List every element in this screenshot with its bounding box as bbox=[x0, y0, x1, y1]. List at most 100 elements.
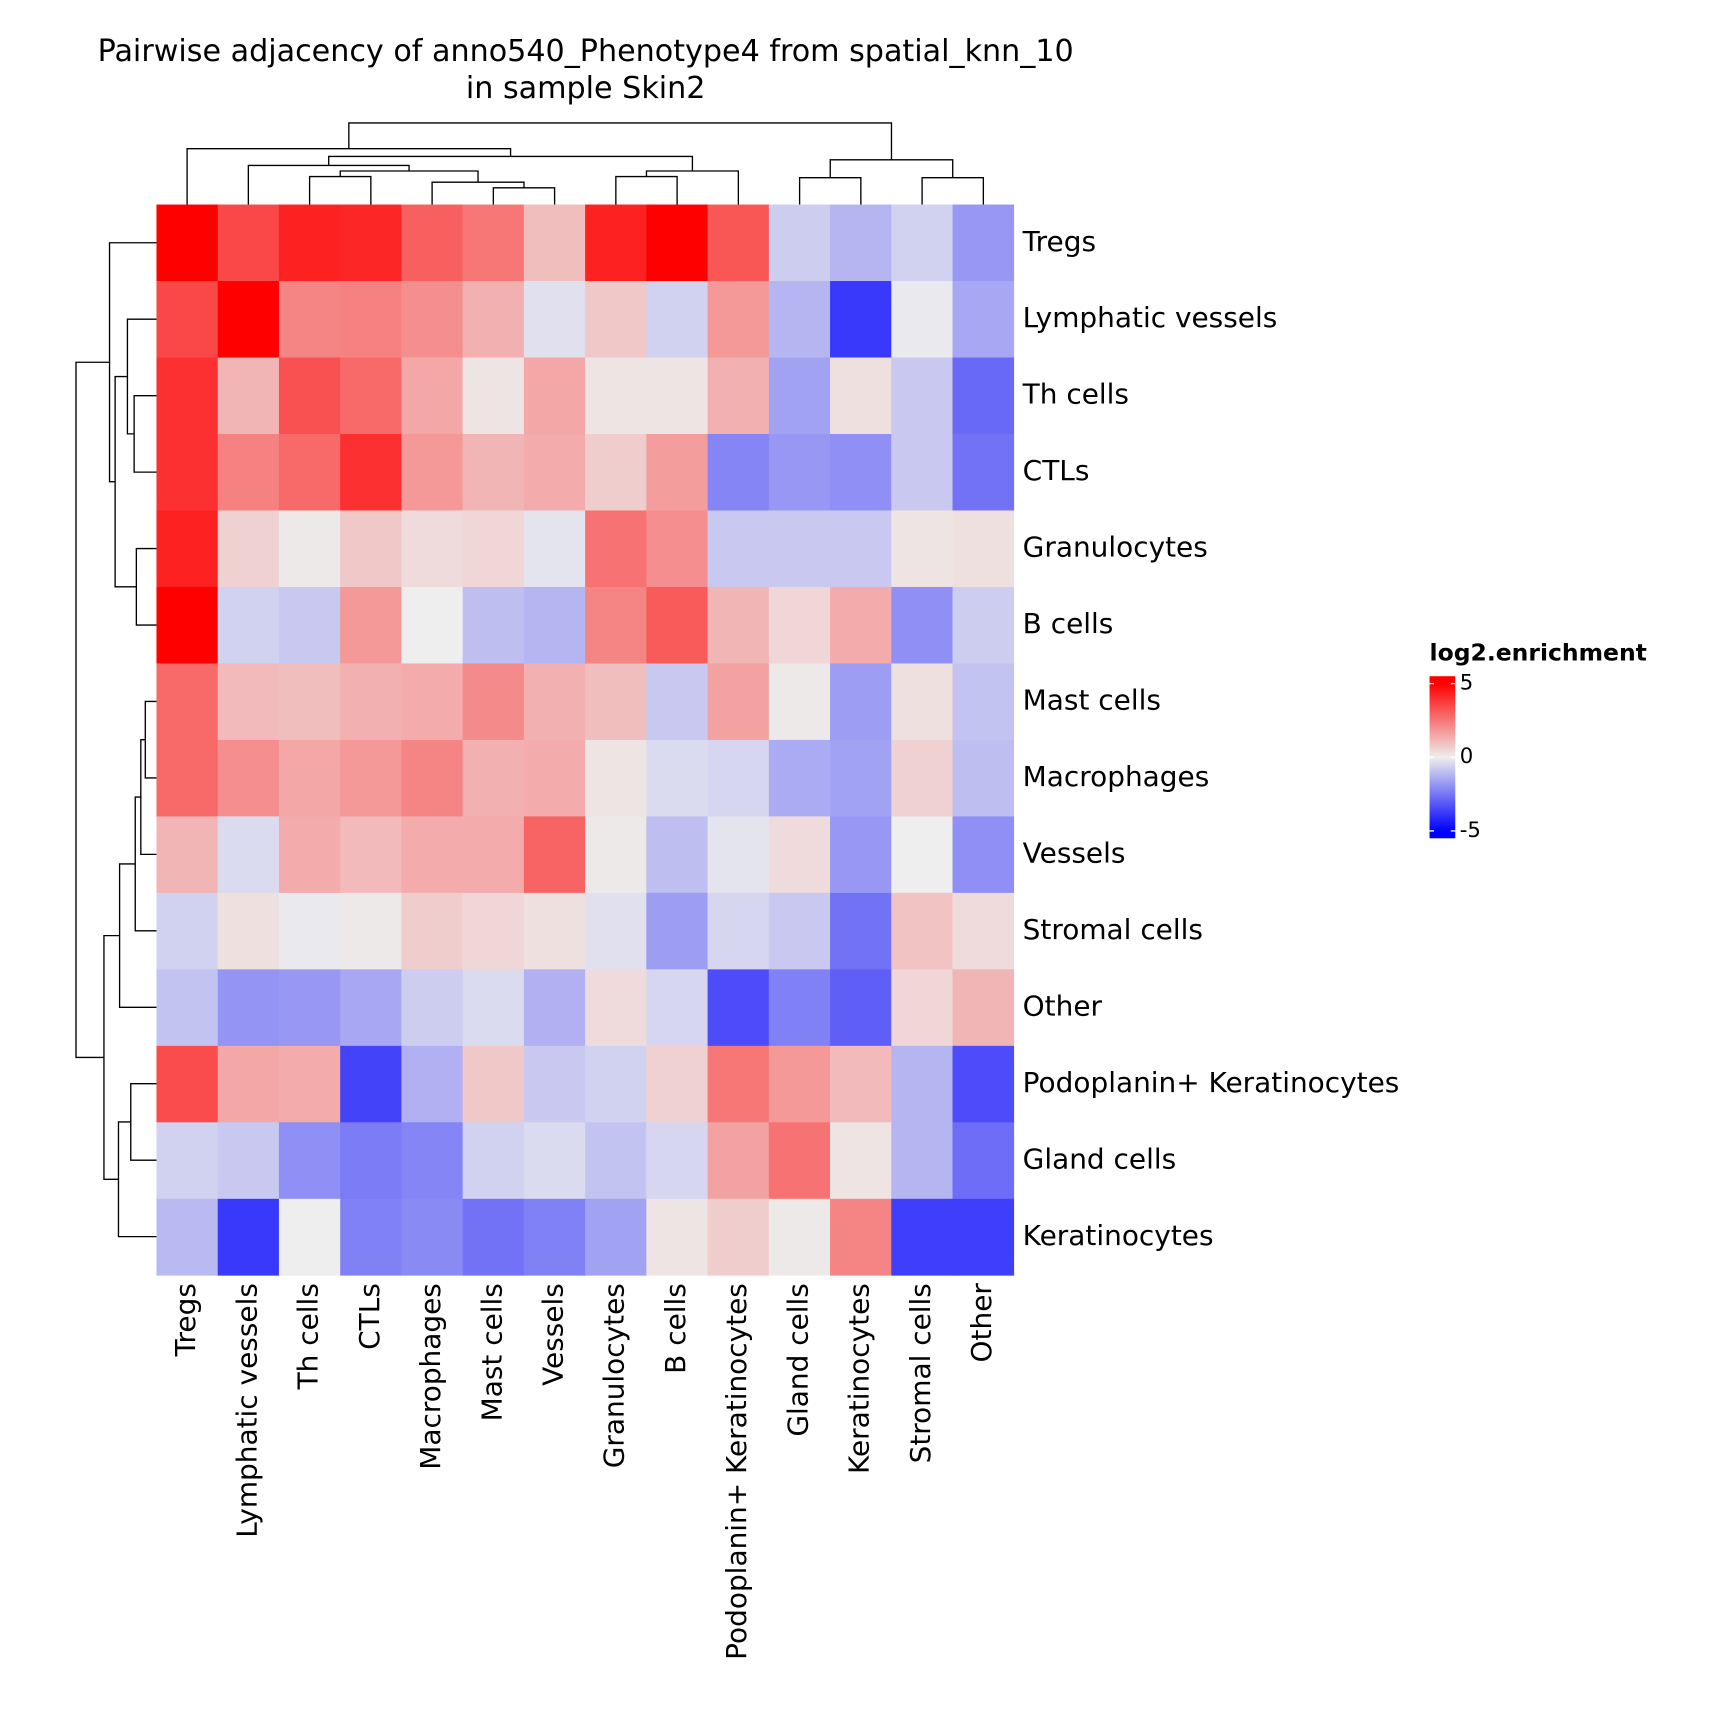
heatmap-cell bbox=[401, 510, 463, 588]
heatmap-cell bbox=[462, 510, 525, 588]
heatmap-cell bbox=[340, 739, 402, 817]
heatmap-cell bbox=[156, 357, 219, 435]
heatmap-cell bbox=[523, 816, 586, 894]
heatmap-cell bbox=[707, 1198, 770, 1276]
heatmap-cell bbox=[707, 510, 770, 588]
heatmap-cell bbox=[462, 204, 525, 282]
heatmap-cell bbox=[462, 433, 525, 511]
row-dendrogram bbox=[75, 242, 157, 1238]
heatmap-cell bbox=[646, 586, 708, 664]
heatmap-cell bbox=[585, 357, 647, 435]
row-label: Podoplanin+ Keratinocytes bbox=[1023, 1066, 1400, 1099]
column-label: Stromal cells bbox=[904, 1283, 937, 1463]
heatmap-cell bbox=[462, 281, 525, 358]
heatmap-cell bbox=[340, 586, 402, 664]
heatmap-cell bbox=[646, 281, 708, 358]
column-label: Tregs bbox=[169, 1283, 202, 1357]
heatmap-cell bbox=[340, 1122, 402, 1200]
row-label: Keratinocytes bbox=[1023, 1219, 1214, 1252]
heatmap-cell bbox=[278, 357, 341, 435]
heatmap-cell bbox=[768, 510, 831, 588]
heatmap-cell bbox=[523, 586, 586, 664]
heatmap-cell bbox=[340, 433, 402, 511]
heatmap-cell bbox=[462, 969, 525, 1047]
heatmap-cell bbox=[156, 1045, 219, 1123]
heatmap-cell bbox=[462, 1198, 525, 1276]
heatmap-cell bbox=[156, 281, 219, 358]
heatmap-cell bbox=[523, 892, 586, 970]
heatmap-cell bbox=[768, 1122, 831, 1200]
heatmap-cell bbox=[585, 816, 647, 894]
heatmap-cell bbox=[707, 1122, 770, 1200]
heatmap-cell bbox=[768, 204, 831, 282]
heatmap-cell bbox=[156, 510, 219, 588]
heatmap-cell bbox=[278, 892, 341, 970]
heatmap-cell bbox=[768, 1045, 831, 1123]
heatmap-cell bbox=[830, 204, 892, 282]
column-label: CTLs bbox=[353, 1283, 386, 1350]
heatmap-cell bbox=[217, 281, 280, 358]
heatmap-cell bbox=[891, 969, 953, 1047]
heatmap-cell bbox=[891, 204, 953, 282]
heatmap-cell bbox=[401, 739, 463, 817]
heatmap-cell bbox=[768, 281, 831, 358]
dendrogram-branch bbox=[615, 175, 678, 205]
heatmap-cell bbox=[156, 816, 219, 894]
row-label: Gland cells bbox=[1023, 1143, 1176, 1176]
heatmap-cell bbox=[585, 969, 647, 1047]
row-label: Macrophages bbox=[1023, 760, 1210, 793]
dendrogram-branch bbox=[118, 863, 157, 1008]
dendrogram-branch bbox=[126, 318, 157, 435]
heatmap-cell bbox=[401, 204, 463, 282]
heatmap-cell bbox=[217, 510, 280, 588]
heatmap-cell bbox=[891, 1198, 953, 1276]
column-label: Vessels bbox=[536, 1283, 569, 1386]
heatmap-cell bbox=[952, 1045, 1015, 1123]
heatmap-cell bbox=[707, 816, 770, 894]
heatmap-cell bbox=[646, 816, 708, 894]
heatmap-cell bbox=[585, 1198, 647, 1276]
heatmap-cell bbox=[707, 281, 770, 358]
chart-title: Pairwise adjacency of anno540_Phenotype4… bbox=[98, 34, 1074, 69]
dendrogram-branch bbox=[108, 242, 157, 483]
heatmap-cell bbox=[891, 663, 953, 741]
heatmap-cell bbox=[768, 663, 831, 741]
heatmap-cell bbox=[646, 739, 708, 817]
dendrogram-branch bbox=[798, 177, 862, 205]
heatmap-cell bbox=[401, 433, 463, 511]
heatmap-cell bbox=[646, 357, 708, 435]
dendrogram-branch bbox=[829, 159, 954, 178]
heatmap-cell bbox=[952, 204, 1015, 282]
heatmap-cell bbox=[401, 1198, 463, 1276]
heatmap-cell bbox=[830, 969, 892, 1047]
heatmap-cell bbox=[401, 586, 463, 664]
heatmap-cell bbox=[646, 510, 708, 588]
heatmap-cell bbox=[830, 1045, 892, 1123]
heatmap-cell bbox=[768, 1198, 831, 1276]
heatmap-cell bbox=[891, 586, 953, 664]
heatmap-cell bbox=[340, 1198, 402, 1276]
heatmap-cell bbox=[952, 510, 1015, 588]
heatmap-cell bbox=[278, 281, 341, 358]
column-label: Gland cells bbox=[781, 1283, 814, 1436]
heatmap-cell bbox=[217, 357, 280, 435]
heatmap-cell bbox=[340, 892, 402, 970]
heatmap-cell bbox=[830, 433, 892, 511]
heatmap-cell bbox=[830, 739, 892, 817]
legend-title: log2.enrichment bbox=[1430, 638, 1647, 666]
heatmap-cell bbox=[462, 1045, 525, 1123]
heatmap-cell bbox=[707, 663, 770, 741]
heatmap-cell bbox=[891, 816, 953, 894]
row-label: Stromal cells bbox=[1023, 913, 1203, 946]
column-label: Mast cells bbox=[475, 1283, 508, 1421]
row-label: Mast cells bbox=[1023, 684, 1161, 717]
heatmap-cell bbox=[768, 586, 831, 664]
heatmap-cell bbox=[830, 357, 892, 435]
heatmap-cell bbox=[585, 586, 647, 664]
heatmap-cell bbox=[952, 1122, 1015, 1200]
heatmap-cell bbox=[523, 1045, 586, 1123]
heatmap-cell bbox=[156, 969, 219, 1047]
dendrogram-branch bbox=[117, 1121, 157, 1238]
heatmap-cell bbox=[278, 433, 341, 511]
heatmap-cell bbox=[891, 1122, 953, 1200]
